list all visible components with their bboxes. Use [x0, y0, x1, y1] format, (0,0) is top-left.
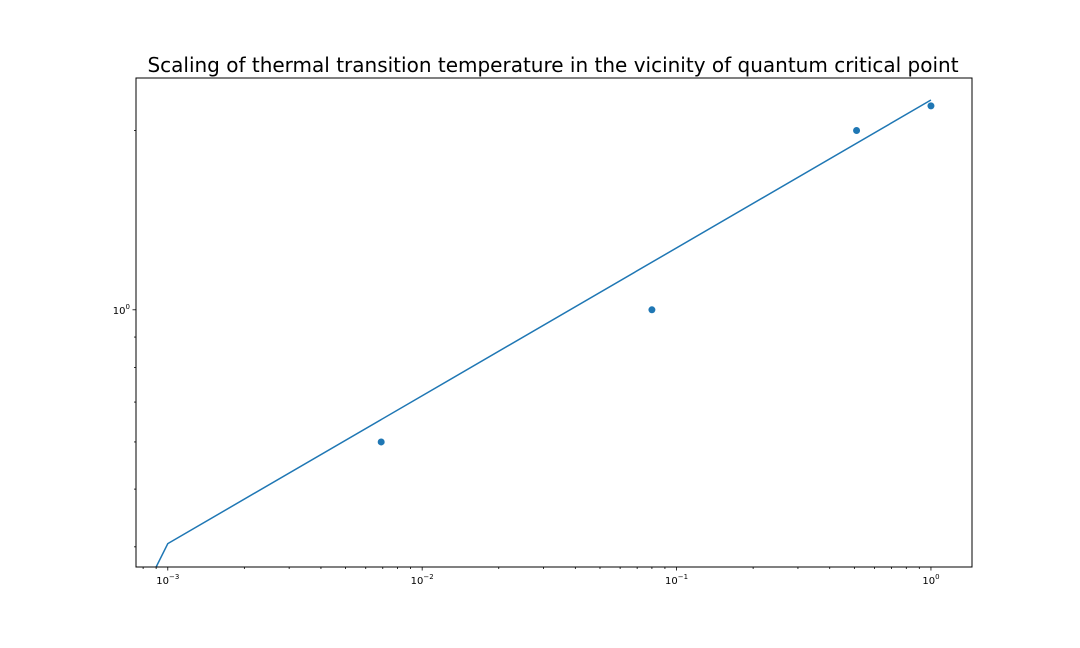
data-point [853, 127, 861, 134]
x-tick-label: 10−3 [156, 573, 179, 587]
x-tick-label: 100 [922, 573, 939, 587]
x-axis: 10−3 10−2 10−1 100 [142, 567, 940, 587]
y-axis: 100 [113, 130, 136, 548]
x-tick-label: 10−1 [665, 573, 688, 587]
y-tick-label: 100 [113, 303, 130, 317]
chart-title: Scaling of thermal transition temperatur… [147, 53, 958, 77]
x-tick-label: 10−2 [411, 573, 434, 587]
data-point [927, 102, 935, 110]
fit-line [155, 99, 932, 567]
data-point [377, 438, 385, 446]
plot-area [155, 99, 935, 567]
axes-frame [135, 77, 973, 568]
data-point [648, 306, 656, 314]
